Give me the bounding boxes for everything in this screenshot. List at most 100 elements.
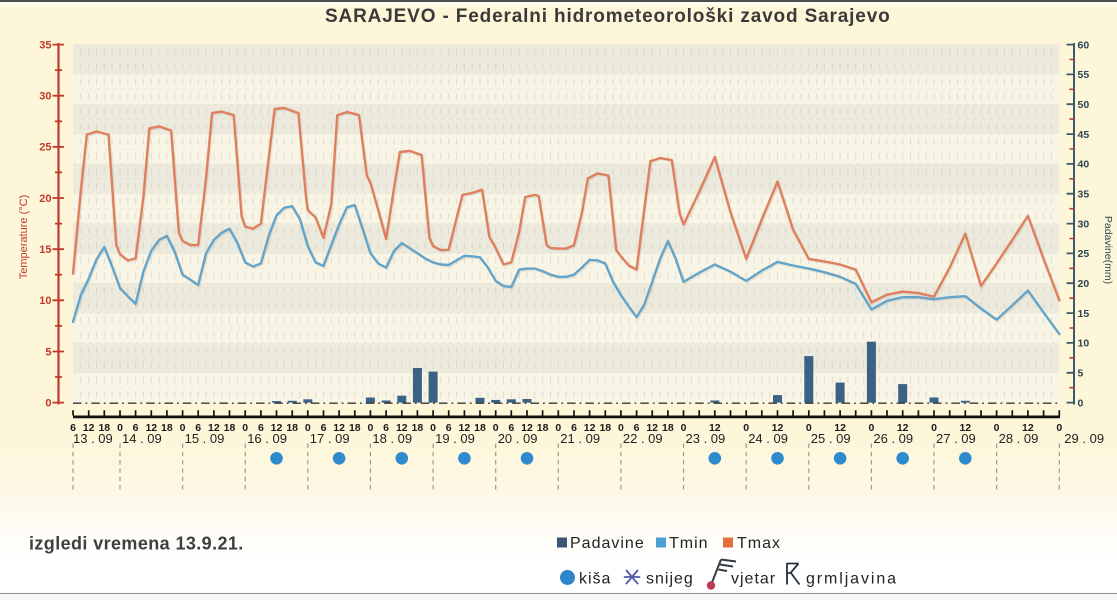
svg-text:25: 25 <box>39 142 51 154</box>
svg-text:30: 30 <box>39 91 51 103</box>
svg-text:55: 55 <box>1078 69 1090 81</box>
svg-text:20: 20 <box>39 193 51 205</box>
svg-text:12: 12 <box>145 422 157 434</box>
svg-text:0: 0 <box>1078 397 1084 409</box>
svg-text:Tmax: Tmax <box>737 535 781 552</box>
svg-text:izgledi vremena 13.9.21.: izgledi vremena 13.9.21. <box>29 534 244 554</box>
svg-text:28 . 09: 28 . 09 <box>999 431 1039 446</box>
svg-text:12: 12 <box>333 422 345 434</box>
svg-text:6: 6 <box>634 422 640 434</box>
svg-text:15 . 09: 15 . 09 <box>185 431 225 446</box>
svg-text:29 . 09: 29 . 09 <box>1064 431 1104 446</box>
svg-text:19 . 09: 19 . 09 <box>435 431 475 446</box>
svg-text:0: 0 <box>618 422 624 434</box>
svg-text:20 . 09: 20 . 09 <box>498 431 538 446</box>
svg-text:0: 0 <box>1056 422 1062 434</box>
svg-text:25: 25 <box>1078 248 1090 260</box>
svg-text:12: 12 <box>959 422 971 434</box>
svg-text:60: 60 <box>1078 39 1090 51</box>
svg-text:18: 18 <box>224 422 236 434</box>
svg-text:0: 0 <box>117 422 123 434</box>
svg-text:6: 6 <box>70 422 76 434</box>
svg-text:5: 5 <box>1078 368 1084 380</box>
svg-text:6: 6 <box>508 422 514 434</box>
svg-text:24 . 09: 24 . 09 <box>748 431 788 446</box>
svg-text:12: 12 <box>897 422 909 434</box>
svg-text:10: 10 <box>39 295 51 307</box>
svg-text:22 . 09: 22 . 09 <box>623 431 663 446</box>
svg-text:17 . 09: 17 . 09 <box>310 431 350 446</box>
svg-text:0: 0 <box>555 422 561 434</box>
svg-text:18: 18 <box>537 422 549 434</box>
svg-text:26 . 09: 26 . 09 <box>873 431 913 446</box>
svg-text:6: 6 <box>321 422 327 434</box>
svg-text:10: 10 <box>1078 338 1090 350</box>
svg-text:12: 12 <box>208 422 220 434</box>
svg-text:18: 18 <box>412 422 424 434</box>
svg-text:18: 18 <box>349 422 361 434</box>
svg-text:35: 35 <box>39 39 51 51</box>
svg-text:0: 0 <box>868 422 874 434</box>
svg-text:45: 45 <box>1078 129 1090 141</box>
svg-text:18 . 09: 18 . 09 <box>372 431 412 446</box>
svg-text:23 . 09: 23 . 09 <box>686 431 726 446</box>
svg-text:0: 0 <box>305 422 311 434</box>
svg-text:18: 18 <box>662 422 674 434</box>
svg-text:12: 12 <box>521 422 533 434</box>
svg-text:Padavine: Padavine <box>570 535 645 552</box>
svg-text:13 . 09: 13 . 09 <box>73 431 113 446</box>
svg-text:12: 12 <box>834 422 846 434</box>
svg-text:12: 12 <box>1022 422 1034 434</box>
svg-text:12: 12 <box>459 422 471 434</box>
svg-text:Padavine(mm): Padavine(mm) <box>1102 216 1114 284</box>
svg-text:0: 0 <box>367 422 373 434</box>
svg-text:18: 18 <box>474 422 486 434</box>
svg-text:6: 6 <box>195 422 201 434</box>
svg-text:35: 35 <box>1078 189 1090 201</box>
svg-text:0: 0 <box>931 422 937 434</box>
svg-text:12: 12 <box>271 422 283 434</box>
svg-text:12: 12 <box>772 422 784 434</box>
svg-text:0: 0 <box>994 422 1000 434</box>
svg-text:20: 20 <box>1078 278 1090 290</box>
svg-text:14 . 09: 14 . 09 <box>122 431 162 446</box>
svg-text:18: 18 <box>161 422 173 434</box>
svg-text:kiša: kiša <box>579 571 611 588</box>
svg-text:15: 15 <box>39 244 51 256</box>
svg-text:6: 6 <box>446 422 452 434</box>
svg-text:12: 12 <box>646 422 658 434</box>
svg-text:0: 0 <box>743 422 749 434</box>
svg-text:0: 0 <box>681 422 687 434</box>
svg-text:12: 12 <box>83 422 95 434</box>
svg-text:40: 40 <box>1078 159 1090 171</box>
svg-text:6: 6 <box>383 422 389 434</box>
svg-text:0: 0 <box>493 422 499 434</box>
svg-text:27 . 09: 27 . 09 <box>936 431 976 446</box>
svg-text:15: 15 <box>1078 308 1090 320</box>
svg-text:0: 0 <box>430 422 436 434</box>
svg-text:0: 0 <box>45 397 51 409</box>
svg-text:18: 18 <box>599 422 611 434</box>
svg-text:6: 6 <box>571 422 577 434</box>
svg-text:6: 6 <box>133 422 139 434</box>
svg-text:0: 0 <box>242 422 248 434</box>
svg-text:18: 18 <box>286 422 298 434</box>
svg-text:16 . 09: 16 . 09 <box>247 431 287 446</box>
svg-text:0: 0 <box>806 422 812 434</box>
svg-text:30: 30 <box>1078 218 1090 230</box>
svg-text:50: 50 <box>1078 99 1090 111</box>
svg-text:grmljavina: grmljavina <box>806 571 898 588</box>
svg-text:5: 5 <box>45 346 51 358</box>
svg-text:12: 12 <box>709 422 721 434</box>
svg-text:21 . 09: 21 . 09 <box>560 431 600 446</box>
svg-text:6: 6 <box>258 422 264 434</box>
svg-text:vjetar: vjetar <box>731 571 776 588</box>
svg-text:12: 12 <box>396 422 408 434</box>
svg-text:12: 12 <box>584 422 596 434</box>
svg-text:25 . 09: 25 . 09 <box>811 431 851 446</box>
svg-text:snijeg: snijeg <box>646 571 694 588</box>
svg-text:18: 18 <box>98 422 110 434</box>
svg-text:Temperature (°C): Temperature (°C) <box>18 195 30 279</box>
svg-text:0: 0 <box>180 422 186 434</box>
svg-text:Tmin: Tmin <box>669 535 709 552</box>
